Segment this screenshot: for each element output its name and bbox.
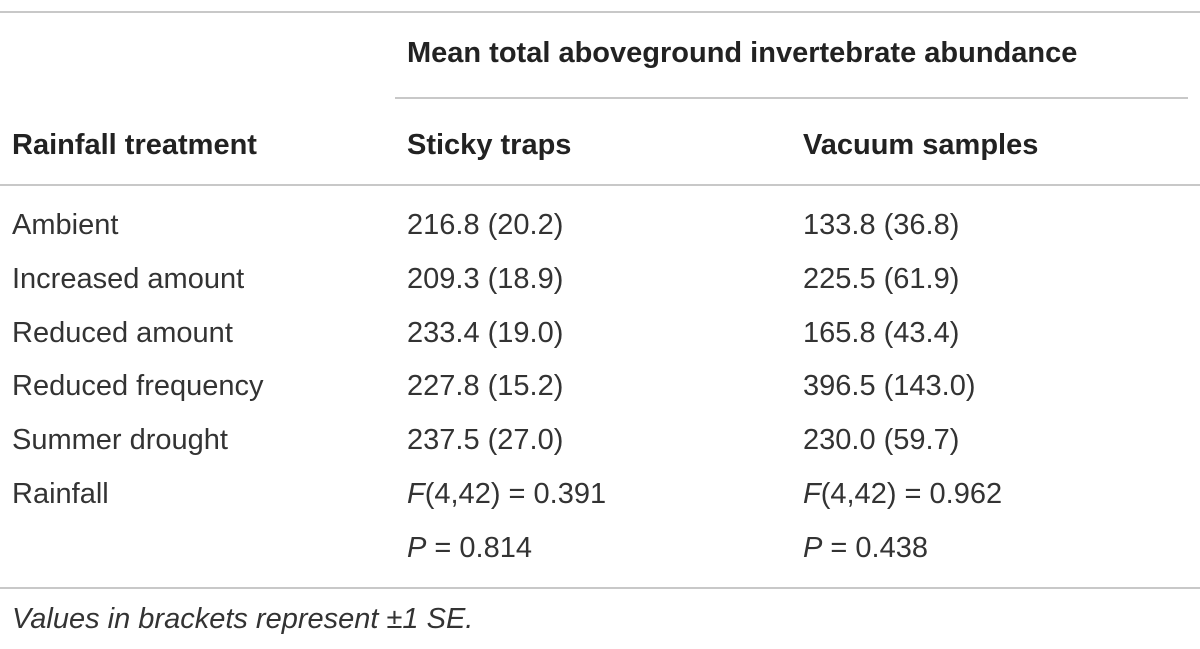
- row-label: Reduced frequency: [12, 370, 264, 403]
- column-header: Vacuum samples: [803, 129, 1039, 161]
- cell-value: 209.3 (18.9): [407, 262, 564, 295]
- stat-symbol: P: [803, 531, 823, 564]
- bottom-rule: [0, 587, 1200, 589]
- stat-cell: P = 0.814: [407, 531, 532, 565]
- row-label: Reduced amount: [12, 316, 233, 349]
- cell-value: 225.5 (61.9): [803, 262, 960, 295]
- column-header: Sticky traps: [407, 129, 572, 161]
- top-rule: [0, 11, 1200, 13]
- group-rule: [395, 97, 1188, 99]
- row-label: Summer drought: [12, 424, 228, 457]
- cell-value: 230.0 (59.7): [803, 424, 960, 457]
- stat-text: (4,42) = 0.962: [820, 478, 1003, 510]
- row-label: Ambient: [12, 209, 119, 241]
- stat-text: = 0.438: [822, 531, 928, 564]
- cell-value: 216.8 (20.2): [407, 209, 564, 241]
- header-rule: [0, 184, 1200, 186]
- cell-value: 233.4 (19.0): [407, 316, 564, 349]
- footnote: Values in brackets represent ±1 SE.: [12, 603, 474, 635]
- cell-value: 396.5 (143.0): [803, 370, 976, 403]
- stat-cell: P = 0.438: [803, 531, 928, 565]
- cell-value: 133.8 (36.8): [803, 209, 960, 241]
- row-label: Increased amount: [12, 262, 245, 295]
- cell-value: 227.8 (15.2): [407, 370, 564, 403]
- row-label: Rainfall: [12, 478, 109, 510]
- stat-cell: F(4,42) = 0.391: [407, 477, 606, 511]
- cell-value: 165.8 (43.4): [803, 316, 960, 349]
- stat-text: = 0.814: [426, 531, 532, 564]
- stat-symbol: F: [407, 478, 425, 510]
- group-header: Mean total aboveground invertebrate abun…: [407, 37, 1078, 69]
- stat-cell: F(4,42) = 0.962: [803, 477, 1002, 511]
- stat-symbol: F: [803, 478, 821, 510]
- stat-text: (4,42) = 0.391: [424, 478, 607, 510]
- stat-symbol: P: [407, 531, 427, 564]
- cell-value: 237.5 (27.0): [407, 424, 564, 457]
- column-header: Rainfall treatment: [12, 129, 257, 161]
